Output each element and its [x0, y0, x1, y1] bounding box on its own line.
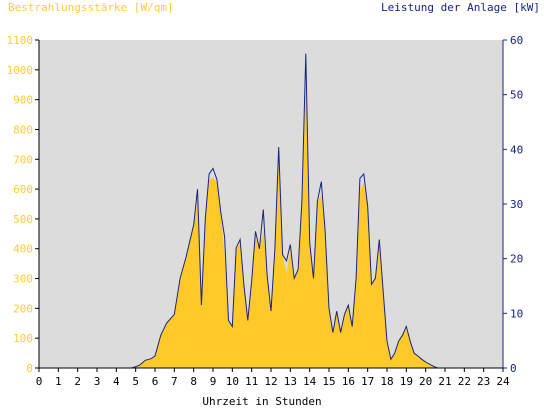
x-tick-label: 4: [113, 375, 120, 388]
x-tick-label: 23: [477, 375, 490, 388]
x-tick-label: 17: [361, 375, 374, 388]
irradiance-area: [39, 84, 503, 368]
left-tick-label: 1100: [7, 34, 34, 47]
x-tick-label: 15: [322, 375, 335, 388]
left-tick-label: 400: [13, 243, 33, 256]
left-tick-label: 100: [13, 332, 33, 345]
right-tick-label: 30: [510, 198, 523, 211]
x-tick-label: 21: [438, 375, 451, 388]
right-tick-label: 20: [510, 253, 523, 266]
x-tick-label: 12: [264, 375, 277, 388]
x-tick-label: 22: [458, 375, 471, 388]
right-tick-label: 10: [510, 307, 523, 320]
x-tick-label: 20: [419, 375, 432, 388]
right-tick-label: 50: [510, 89, 523, 102]
x-tick-label: 11: [245, 375, 258, 388]
left-tick-label: 500: [13, 213, 33, 226]
power-line: [39, 53, 503, 369]
x-tick-label: 18: [380, 375, 393, 388]
left-tick-label: 900: [13, 94, 33, 107]
right-tick-label: 40: [510, 143, 523, 156]
left-tick-label: 800: [13, 123, 33, 136]
x-tick-label: 8: [190, 375, 197, 388]
left-tick-label: 200: [13, 302, 33, 315]
x-tick-label: 6: [152, 375, 159, 388]
left-tick-label: 0: [26, 362, 33, 375]
x-tick-label: 24: [496, 375, 510, 388]
x-tick-label: 0: [36, 375, 43, 388]
left-tick-label: 300: [13, 273, 33, 286]
x-tick-label: 14: [303, 375, 317, 388]
x-tick-label: 3: [94, 375, 101, 388]
x-tick-label: 1: [55, 375, 62, 388]
x-tick-label: 13: [284, 375, 297, 388]
x-tick-label: 19: [400, 375, 413, 388]
left-tick-label: 1000: [7, 64, 34, 77]
left-tick-label: 700: [13, 153, 33, 166]
right-tick-label: 0: [510, 362, 517, 375]
x-tick-label: 7: [171, 375, 178, 388]
left-axis-title: Bestrahlungsstärke [W/qm]: [8, 1, 174, 14]
left-tick-label: 600: [13, 183, 33, 196]
x-tick-label: 2: [74, 375, 81, 388]
x-tick-label: 9: [210, 375, 217, 388]
x-axis-title: Uhrzeit in Stunden: [202, 395, 321, 408]
x-tick-label: 10: [226, 375, 239, 388]
right-tick-label: 60: [510, 34, 523, 47]
right-axis-title: Leistung der Anlage [kW]: [381, 1, 540, 14]
x-tick-label: 16: [342, 375, 355, 388]
x-tick-label: 5: [132, 375, 139, 388]
